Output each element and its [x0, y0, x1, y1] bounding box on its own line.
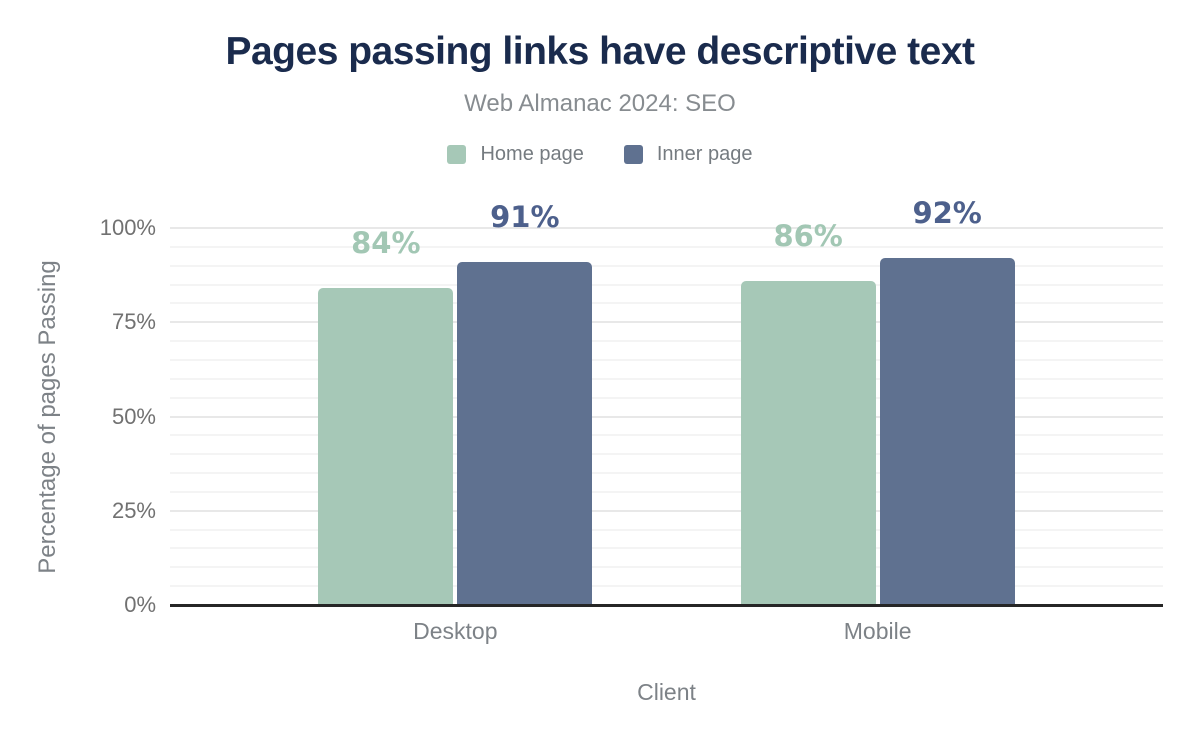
- minor-gridline: [170, 264, 1163, 267]
- minor-gridline: [170, 566, 1163, 569]
- bar: 86%: [740, 219, 876, 605]
- minor-gridline: [170, 302, 1163, 305]
- bar-group-desktop: 84% 91%: [318, 200, 593, 605]
- legend-swatch-icon: [623, 145, 643, 164]
- value-label: 86%: [773, 218, 843, 253]
- y-tick-label: 0%: [124, 592, 156, 617]
- y-tick-label: 50%: [111, 403, 156, 429]
- major-gridline: [170, 509, 1163, 512]
- minor-gridline: [170, 377, 1163, 380]
- y-axis-ticks: 0% 25% 50% 75% 100%: [0, 217, 156, 616]
- x-tick-label: Mobile: [843, 618, 912, 644]
- value-label: 92%: [912, 196, 982, 231]
- legend-label: Inner page: [656, 143, 753, 165]
- minor-gridline: [170, 434, 1163, 437]
- minor-gridline: [170, 396, 1163, 399]
- minor-gridline: [170, 585, 1163, 588]
- legend-swatch-icon: [447, 145, 467, 164]
- minor-gridline: [170, 472, 1163, 475]
- chart-subtitle: Web Almanac 2024: SEO: [464, 90, 736, 117]
- minor-gridline: [170, 340, 1163, 343]
- bar: 84%: [318, 226, 454, 605]
- legend-item-1: Inner page: [623, 143, 753, 166]
- bars-container: 84% 91% 86% 92%: [170, 196, 1163, 605]
- minor-gridline: [170, 528, 1163, 531]
- y-tick-label: 25%: [111, 497, 156, 523]
- x-axis-title: Client: [637, 679, 696, 705]
- value-label: 84%: [351, 226, 421, 261]
- legend: Home page Inner page: [0, 143, 1200, 166]
- major-gridline: [170, 321, 1163, 324]
- y-tick-label: 100%: [99, 215, 156, 240]
- minor-gridline: [170, 547, 1163, 550]
- x-axis-ticks: Desktop Mobile: [170, 618, 1163, 645]
- minor-gridline: [170, 490, 1163, 493]
- x-tick-label: Desktop: [413, 618, 498, 644]
- x-axis-line: [170, 604, 1163, 607]
- bar: 91%: [457, 200, 593, 605]
- minor-gridline: [170, 245, 1163, 248]
- bar-group-mobile: 86% 92%: [740, 196, 1015, 605]
- plot-area: 84% 91% 86% 92%: [170, 196, 1163, 607]
- minor-gridline: [170, 283, 1163, 286]
- major-gridline: [170, 415, 1163, 418]
- y-tick-label: 75%: [111, 309, 156, 335]
- major-gridline: [170, 227, 1163, 229]
- legend-label: Home page: [480, 143, 584, 165]
- legend-item-0: Home page: [447, 143, 584, 166]
- value-label: 91%: [490, 199, 560, 234]
- chart-title: Pages passing links have descriptive tex…: [225, 30, 975, 73]
- minor-gridline: [170, 358, 1163, 361]
- bar: 92%: [879, 196, 1015, 605]
- minor-gridline: [170, 453, 1163, 456]
